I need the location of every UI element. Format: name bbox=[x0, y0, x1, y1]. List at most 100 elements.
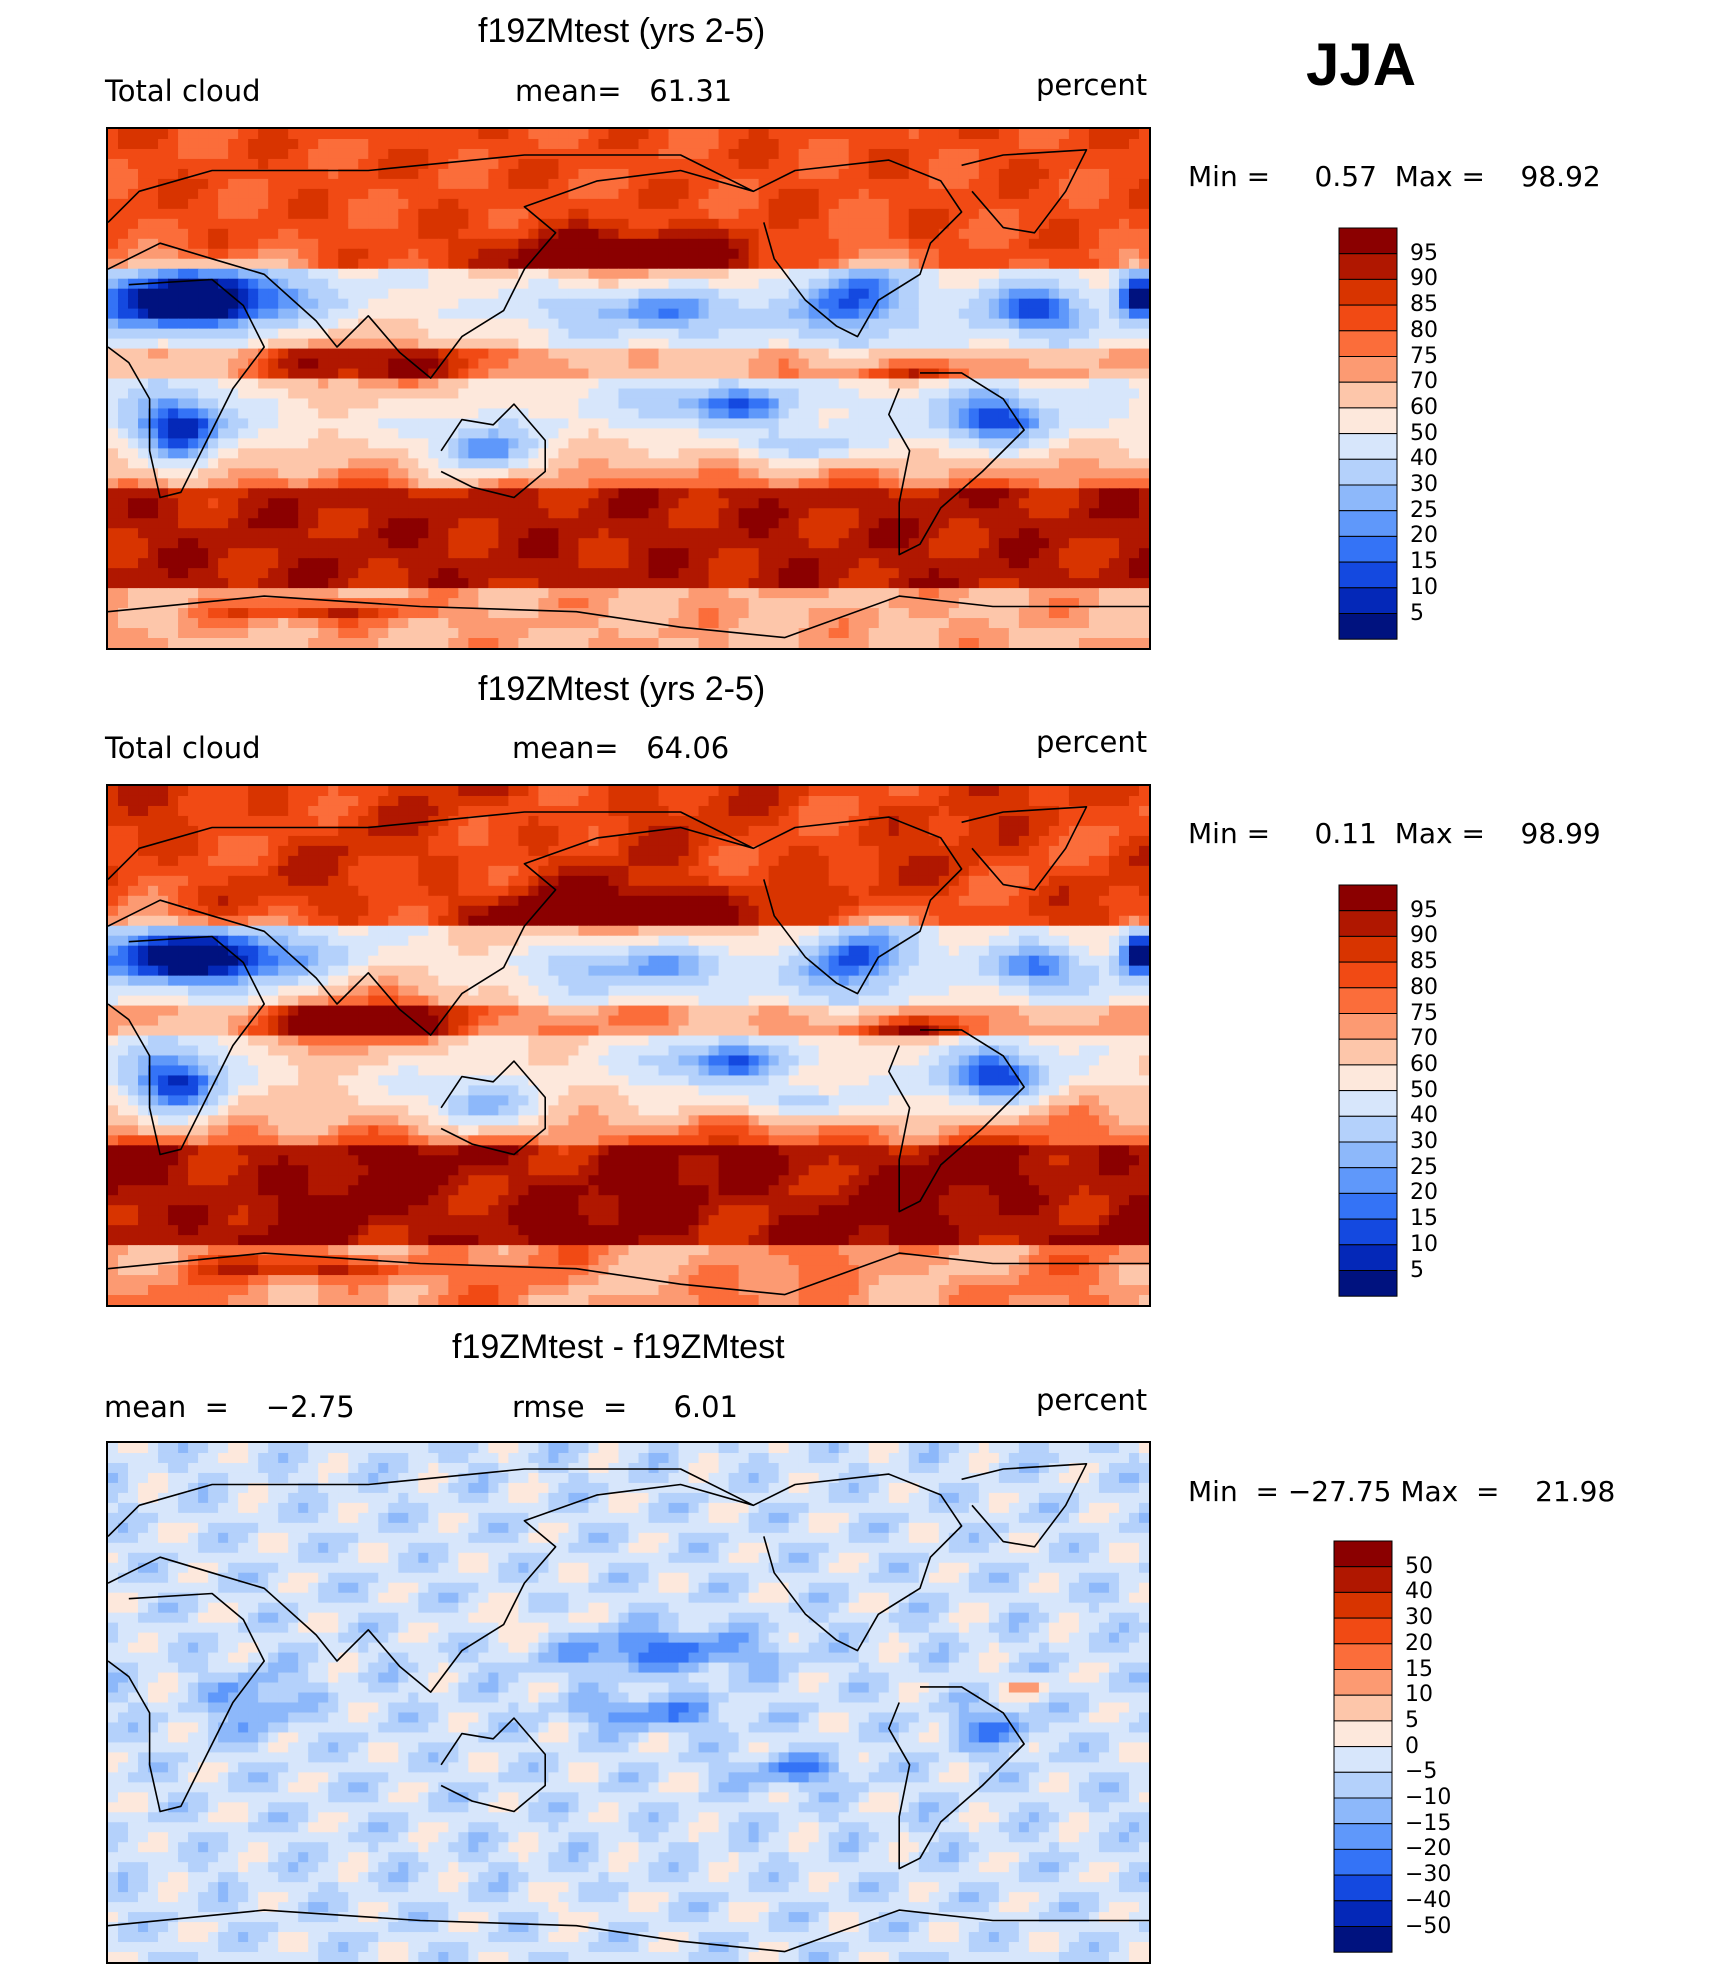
colorbar-level-label: 25 bbox=[1410, 1157, 1438, 1179]
colorbar-level-label: 10 bbox=[1410, 577, 1438, 599]
colorbar-swatch bbox=[1334, 1901, 1392, 1927]
colorbar-level-label: −15 bbox=[1405, 1813, 1451, 1835]
colorbar-swatch bbox=[1339, 1091, 1397, 1117]
colorbar-level-label: 5 bbox=[1410, 603, 1424, 625]
panel-3-rmse-label: rmse = 6.01 bbox=[512, 1390, 738, 1424]
colorbar-swatch bbox=[1339, 1168, 1397, 1194]
colorbar-level-label: 30 bbox=[1405, 1607, 1433, 1629]
panel-3-title: f19ZMtest - f19ZMtest bbox=[452, 1328, 785, 1367]
colorbar-level-label: 40 bbox=[1405, 1581, 1433, 1603]
colorbar-swatch bbox=[1334, 1567, 1392, 1593]
colorbar-swatch bbox=[1339, 305, 1397, 331]
panel-2-minmax: Min = 0.11 Max = 98.99 bbox=[1188, 817, 1601, 850]
colorbar-level-label: 5 bbox=[1410, 1260, 1424, 1282]
panel-3-field bbox=[108, 1443, 1149, 1962]
colorbar-level-label: 80 bbox=[1410, 320, 1438, 342]
colorbar-swatch bbox=[1334, 1849, 1392, 1875]
colorbar-level-label: 50 bbox=[1405, 1556, 1433, 1578]
colorbar-swatch bbox=[1339, 459, 1397, 485]
colorbar-swatch bbox=[1339, 1065, 1397, 1091]
colorbar-swatch bbox=[1334, 1541, 1392, 1567]
panel-1-variable-label: Total cloud bbox=[105, 74, 260, 108]
panel-1-mean-label: mean= 61.31 bbox=[515, 74, 732, 108]
colorbar-swatch bbox=[1339, 1014, 1397, 1040]
colorbar-swatch bbox=[1339, 1219, 1397, 1245]
panel-2-mean-label: mean= 64.06 bbox=[512, 731, 729, 765]
colorbar-level-label: 60 bbox=[1410, 1054, 1438, 1076]
colorbar-level-label: 70 bbox=[1410, 371, 1438, 393]
colorbar-level-label: 5 bbox=[1405, 1710, 1419, 1732]
colorbar-level-label: 15 bbox=[1405, 1659, 1433, 1681]
colorbar-swatch bbox=[1339, 1116, 1397, 1142]
colorbar-level-label: 10 bbox=[1405, 1684, 1433, 1706]
panel-1-map bbox=[106, 127, 1151, 650]
colorbar-level-label: 30 bbox=[1410, 1131, 1438, 1153]
colorbar-level-label: 75 bbox=[1410, 1003, 1438, 1025]
colorbar-swatch bbox=[1339, 1271, 1397, 1297]
panel-2-title: f19ZMtest (yrs 2-5) bbox=[478, 670, 765, 709]
colorbar-level-label: 20 bbox=[1410, 1182, 1438, 1204]
colorbar-swatch bbox=[1339, 357, 1397, 383]
colorbar-swatch bbox=[1334, 1798, 1392, 1824]
colorbar-level-label: 10 bbox=[1410, 1234, 1438, 1256]
colorbar-swatch bbox=[1334, 1875, 1392, 1901]
colorbar-swatch bbox=[1339, 279, 1397, 305]
colorbar-swatch bbox=[1334, 1927, 1392, 1953]
panel-2-units-label: percent bbox=[1036, 725, 1147, 759]
panel-2-variable-label: Total cloud bbox=[105, 731, 260, 765]
colorbar-level-label: 50 bbox=[1410, 1080, 1438, 1102]
colorbar-level-label: −10 bbox=[1405, 1787, 1451, 1809]
colorbar-swatch bbox=[1339, 936, 1397, 962]
season-label: JJA bbox=[1306, 30, 1416, 99]
colorbar-level-label: 30 bbox=[1410, 474, 1438, 496]
colorbar-swatch bbox=[1339, 1039, 1397, 1065]
colorbar-swatch bbox=[1334, 1747, 1392, 1773]
panel-2-field bbox=[108, 786, 1149, 1305]
colorbar-swatch bbox=[1339, 962, 1397, 988]
colorbar-swatch bbox=[1334, 1695, 1392, 1721]
colorbar-level-label: −20 bbox=[1405, 1838, 1451, 1860]
colorbar-swatch bbox=[1339, 254, 1397, 280]
colorbar-level-label: 50 bbox=[1410, 423, 1438, 445]
colorbar-level-label: 25 bbox=[1410, 500, 1438, 522]
colorbar-level-label: 85 bbox=[1410, 951, 1438, 973]
colorbar-swatch bbox=[1339, 911, 1397, 937]
colorbar-level-label: 20 bbox=[1410, 525, 1438, 547]
colorbar-level-label: 20 bbox=[1405, 1633, 1433, 1655]
colorbar-swatch bbox=[1339, 536, 1397, 562]
colorbar-level-label: 60 bbox=[1410, 397, 1438, 419]
colorbar-swatch bbox=[1334, 1824, 1392, 1850]
colorbar-swatch bbox=[1339, 1245, 1397, 1271]
colorbar-swatch bbox=[1334, 1618, 1392, 1644]
colorbar-swatch bbox=[1339, 588, 1397, 614]
colorbar-level-label: −5 bbox=[1405, 1761, 1437, 1783]
panel-3-mean-label: mean = −2.75 bbox=[104, 1390, 355, 1424]
colorbar-level-label: −50 bbox=[1405, 1916, 1451, 1938]
colorbar-swatch bbox=[1339, 228, 1397, 254]
panel-1-units-label: percent bbox=[1036, 68, 1147, 102]
panel-3-units-label: percent bbox=[1036, 1383, 1147, 1417]
colorbar-swatch bbox=[1339, 434, 1397, 460]
colorbar-swatch bbox=[1334, 1592, 1392, 1618]
colorbar-swatch bbox=[1339, 885, 1397, 911]
colorbar-level-label: −40 bbox=[1405, 1890, 1451, 1912]
colorbar-swatch bbox=[1334, 1670, 1392, 1696]
colorbar-swatch bbox=[1339, 1142, 1397, 1168]
colorbar-swatch bbox=[1334, 1772, 1392, 1798]
colorbar-level-label: 95 bbox=[1410, 243, 1438, 265]
colorbar-level-label: 0 bbox=[1405, 1736, 1419, 1758]
colorbar-swatch bbox=[1339, 511, 1397, 537]
colorbar-level-label: 95 bbox=[1410, 900, 1438, 922]
colorbar-swatch bbox=[1334, 1721, 1392, 1747]
colorbar-level-label: 40 bbox=[1410, 1105, 1438, 1127]
colorbar-level-label: 90 bbox=[1410, 925, 1438, 947]
colorbar-level-label: 75 bbox=[1410, 346, 1438, 368]
colorbar-swatch bbox=[1339, 408, 1397, 434]
colorbar-level-label: 40 bbox=[1410, 448, 1438, 470]
colorbar-level-label: 85 bbox=[1410, 294, 1438, 316]
colorbar-swatch bbox=[1339, 988, 1397, 1014]
colorbar-level-label: 80 bbox=[1410, 977, 1438, 999]
colorbar-swatch bbox=[1339, 382, 1397, 408]
colorbar-level-label: 15 bbox=[1410, 551, 1438, 573]
colorbar-swatch bbox=[1339, 562, 1397, 588]
